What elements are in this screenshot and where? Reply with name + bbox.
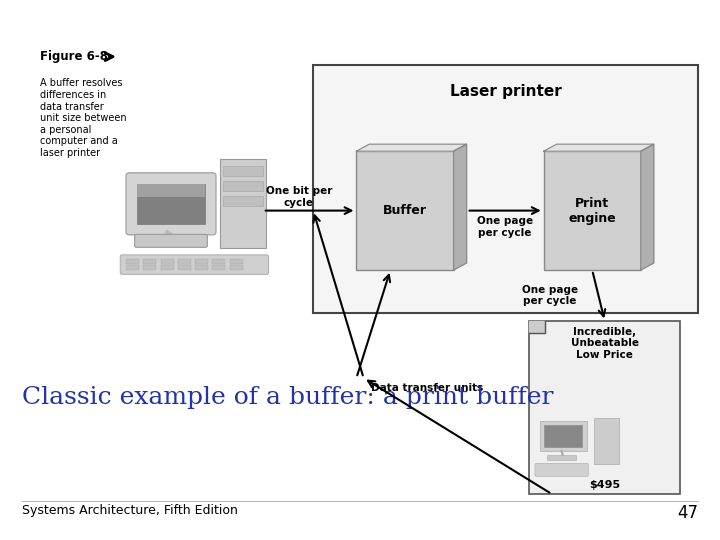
Bar <box>223 181 263 191</box>
Bar <box>195 259 208 264</box>
Text: Figure 6-8: Figure 6-8 <box>40 50 107 63</box>
Text: 47: 47 <box>678 504 698 522</box>
Text: One bit per
cycle: One bit per cycle <box>266 186 332 208</box>
Bar <box>230 265 243 270</box>
Bar <box>178 265 191 270</box>
Text: Data transfer units: Data transfer units <box>371 383 483 394</box>
Text: $495: $495 <box>589 480 621 490</box>
Polygon shape <box>356 144 467 151</box>
Bar <box>137 184 205 224</box>
Text: One page
per cycle: One page per cycle <box>477 216 533 238</box>
Bar <box>143 259 156 264</box>
Bar <box>220 159 266 248</box>
Bar <box>547 455 576 460</box>
Text: Buffer: Buffer <box>383 204 427 217</box>
Bar <box>223 196 263 206</box>
Bar <box>212 265 225 270</box>
Bar <box>143 265 156 270</box>
Bar <box>126 265 139 270</box>
Bar <box>126 259 139 264</box>
Bar <box>544 425 582 447</box>
Bar <box>137 184 205 197</box>
Bar <box>195 265 208 270</box>
Text: One page
per cycle: One page per cycle <box>522 285 577 307</box>
Text: Systems Architecture, Fifth Edition: Systems Architecture, Fifth Edition <box>22 504 238 517</box>
Text: Classic example of a buffer: a print buffer: Classic example of a buffer: a print buf… <box>22 386 553 409</box>
Bar <box>356 151 454 270</box>
Text: A buffer resolves
differences in
data transfer
unit size between
a personal
comp: A buffer resolves differences in data tr… <box>40 78 126 158</box>
Polygon shape <box>454 144 467 270</box>
Bar <box>594 418 619 464</box>
Bar <box>161 259 174 264</box>
FancyBboxPatch shape <box>135 234 207 247</box>
Text: Incredible,
Unbeatable
Low Price: Incredible, Unbeatable Low Price <box>571 327 639 360</box>
Bar <box>529 321 680 494</box>
Bar <box>223 166 263 176</box>
Polygon shape <box>544 144 654 151</box>
Text: Laser printer: Laser printer <box>450 84 562 99</box>
Polygon shape <box>641 144 654 270</box>
Bar <box>313 65 698 313</box>
Bar <box>544 151 641 270</box>
FancyBboxPatch shape <box>535 463 588 476</box>
Bar <box>540 421 587 451</box>
FancyBboxPatch shape <box>120 255 269 274</box>
Text: Print
engine: Print engine <box>568 197 616 225</box>
Bar <box>161 265 174 270</box>
Bar <box>230 259 243 264</box>
FancyBboxPatch shape <box>126 173 216 235</box>
Polygon shape <box>529 321 545 333</box>
Bar <box>212 259 225 264</box>
Bar <box>178 259 191 264</box>
